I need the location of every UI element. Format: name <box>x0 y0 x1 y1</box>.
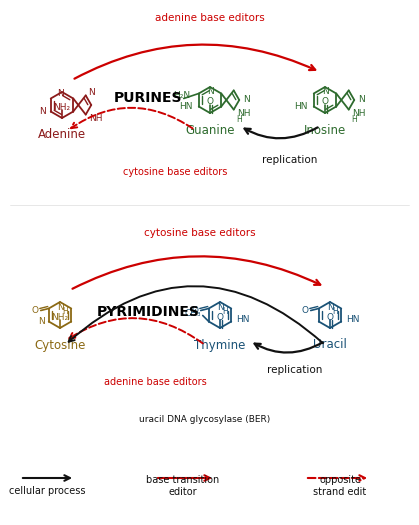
Text: N: N <box>38 317 45 326</box>
Text: H: H <box>237 115 243 124</box>
Text: PURINES: PURINES <box>114 91 182 105</box>
Text: opposite
strand edit: opposite strand edit <box>313 475 367 497</box>
Text: N: N <box>327 302 334 311</box>
Text: N: N <box>243 96 250 104</box>
Text: NH: NH <box>237 109 250 118</box>
Text: adenine base editors: adenine base editors <box>103 377 207 387</box>
Text: NH₂: NH₂ <box>52 312 69 321</box>
Text: N: N <box>322 87 328 96</box>
Text: O: O <box>302 306 309 315</box>
Text: Inosine: Inosine <box>304 123 346 136</box>
Text: PYRIMIDINES: PYRIMIDINES <box>96 305 199 319</box>
Text: Adenine: Adenine <box>38 129 86 142</box>
Text: cytosine base editors: cytosine base editors <box>144 228 256 238</box>
Text: CH₃: CH₃ <box>184 309 201 318</box>
Text: adenine base editors: adenine base editors <box>155 13 265 23</box>
Text: NH: NH <box>352 109 365 118</box>
Text: NH: NH <box>89 114 102 123</box>
Text: NH₂: NH₂ <box>54 102 70 111</box>
Text: H: H <box>352 115 357 124</box>
Text: H: H <box>222 307 228 316</box>
Text: H₂N: H₂N <box>173 91 191 100</box>
Text: O: O <box>192 306 199 315</box>
Text: H: H <box>62 307 68 316</box>
Text: HN: HN <box>294 102 308 111</box>
Text: HN: HN <box>236 315 250 324</box>
Text: HN: HN <box>179 102 193 111</box>
Text: Thymine: Thymine <box>194 339 246 352</box>
Text: O: O <box>217 312 223 321</box>
Text: N: N <box>217 302 223 311</box>
Text: replication: replication <box>267 365 323 375</box>
Text: N: N <box>39 107 46 116</box>
Text: O: O <box>32 306 39 315</box>
Text: base transition
editor: base transition editor <box>146 475 220 497</box>
Text: O: O <box>321 98 328 107</box>
Text: replication: replication <box>262 155 318 165</box>
Text: H: H <box>332 307 338 316</box>
Text: O: O <box>326 312 334 321</box>
Text: N: N <box>57 302 63 311</box>
Text: uracil DNA glycosylase (BER): uracil DNA glycosylase (BER) <box>140 415 271 425</box>
Text: N: N <box>207 87 213 96</box>
Text: Cytosine: Cytosine <box>34 339 86 352</box>
Text: N: N <box>88 88 94 97</box>
Text: N: N <box>57 89 63 99</box>
Text: O: O <box>207 98 214 107</box>
Text: HN: HN <box>346 315 360 324</box>
Text: N: N <box>358 96 365 104</box>
Text: cytosine base editors: cytosine base editors <box>123 167 227 177</box>
Text: Uracil: Uracil <box>313 339 347 352</box>
Text: Guanine: Guanine <box>185 123 235 136</box>
Text: cellular process: cellular process <box>9 486 85 496</box>
